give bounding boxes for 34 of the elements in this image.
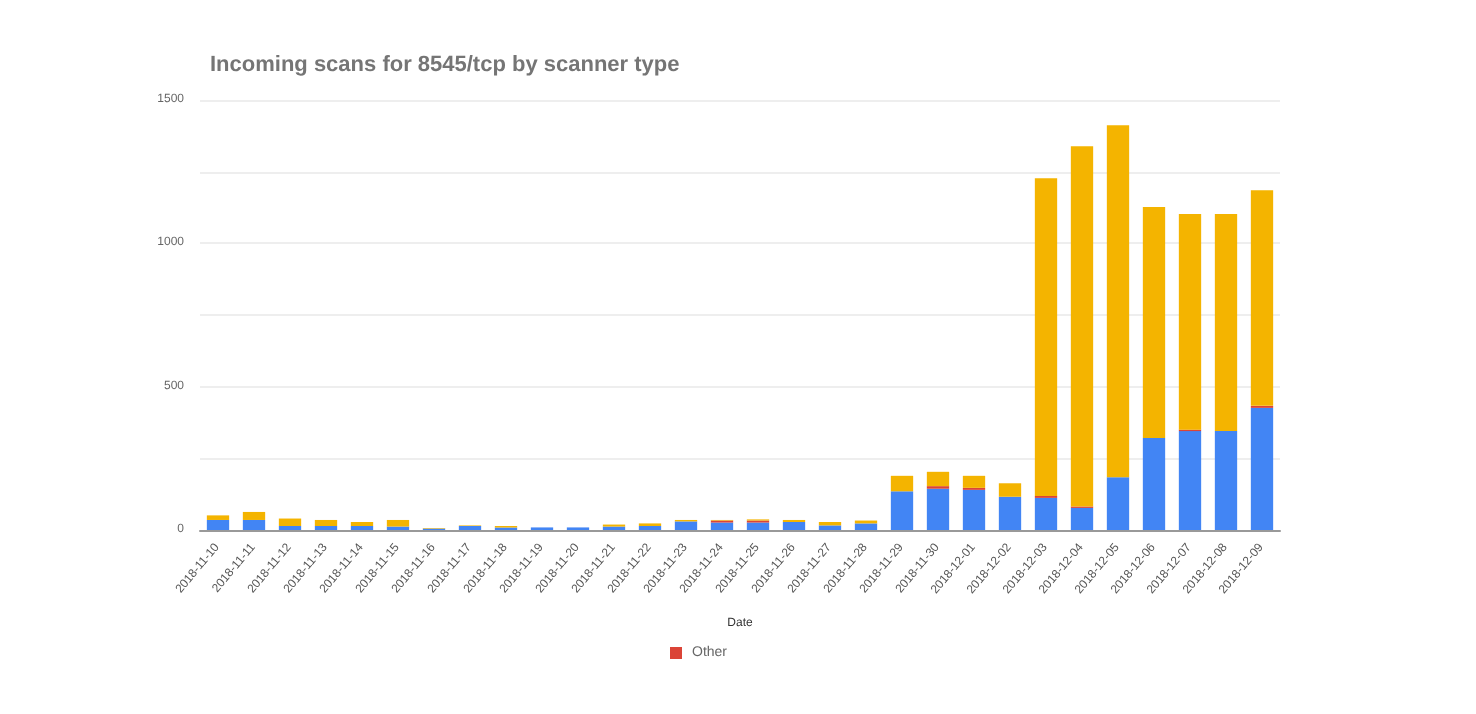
bar xyxy=(998,496,1022,530)
bar xyxy=(1034,497,1058,530)
bar xyxy=(962,489,986,530)
bar xyxy=(278,518,302,526)
bar xyxy=(710,522,734,530)
bar xyxy=(206,519,230,530)
bar xyxy=(1070,507,1094,530)
bar xyxy=(1178,214,1202,430)
bar xyxy=(1142,437,1166,530)
bar xyxy=(1106,477,1130,530)
bar xyxy=(386,519,410,527)
bar xyxy=(998,483,1022,497)
bar xyxy=(926,488,950,530)
bar xyxy=(674,521,698,530)
bar xyxy=(1106,125,1130,478)
bar xyxy=(1070,146,1094,507)
bar xyxy=(1214,431,1238,530)
bar xyxy=(890,475,914,492)
chart-title: Incoming scans for 8545/tcp by scanner type xyxy=(210,53,680,77)
bar xyxy=(854,523,878,530)
bar xyxy=(1214,214,1238,432)
bar xyxy=(746,522,770,530)
bar xyxy=(242,511,266,520)
bar xyxy=(242,519,266,530)
bar xyxy=(314,519,338,526)
bar xyxy=(926,471,950,487)
bar xyxy=(1034,178,1058,496)
bar xyxy=(890,491,914,530)
bar xyxy=(1178,431,1202,530)
bar xyxy=(1250,190,1274,406)
bar xyxy=(1142,206,1166,438)
bar xyxy=(962,475,986,488)
bar xyxy=(1250,407,1274,530)
bar xyxy=(782,521,806,530)
